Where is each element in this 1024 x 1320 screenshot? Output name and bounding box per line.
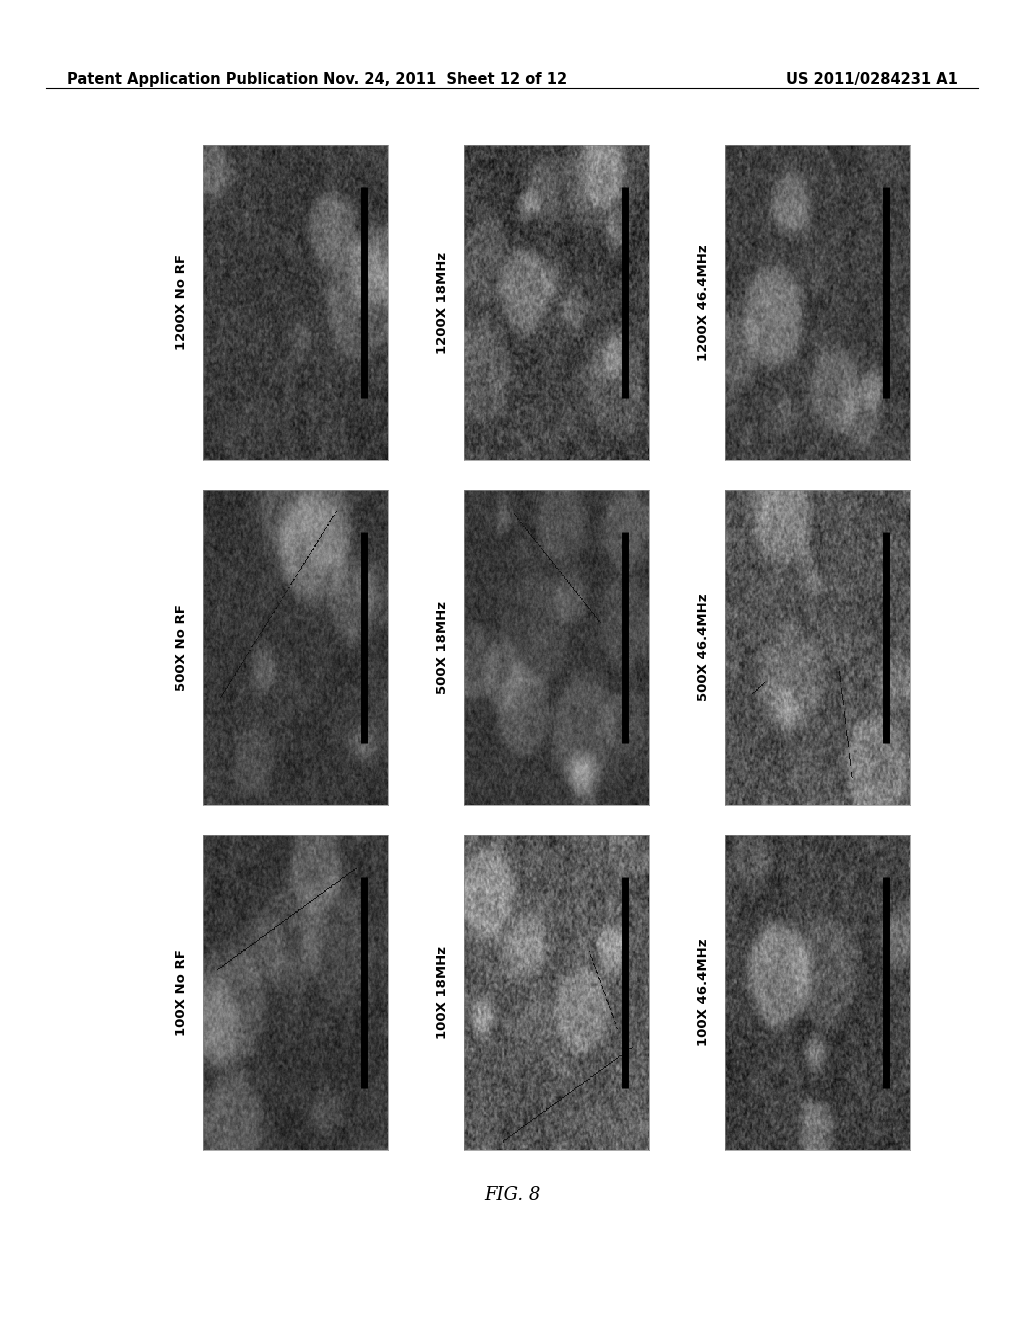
Text: US 2011/0284231 A1: US 2011/0284231 A1 — [785, 73, 957, 87]
Text: 500X 46.4MHz: 500X 46.4MHz — [697, 594, 710, 701]
Text: Nov. 24, 2011  Sheet 12 of 12: Nov. 24, 2011 Sheet 12 of 12 — [324, 73, 567, 87]
Text: 1200X No RF: 1200X No RF — [175, 255, 187, 351]
Text: 1200X 46.4MHz: 1200X 46.4MHz — [697, 244, 710, 360]
Text: 500X 18MHz: 500X 18MHz — [436, 601, 449, 694]
Text: Patent Application Publication: Patent Application Publication — [67, 73, 318, 87]
Text: 1200X 18MHz: 1200X 18MHz — [436, 251, 449, 354]
Text: 100X 18MHz: 100X 18MHz — [436, 946, 449, 1039]
Text: 100X No RF: 100X No RF — [175, 949, 187, 1036]
Text: FIG. 8: FIG. 8 — [483, 1185, 541, 1204]
Text: 500X No RF: 500X No RF — [175, 605, 187, 690]
Text: 100X 46.4MHz: 100X 46.4MHz — [697, 939, 710, 1047]
